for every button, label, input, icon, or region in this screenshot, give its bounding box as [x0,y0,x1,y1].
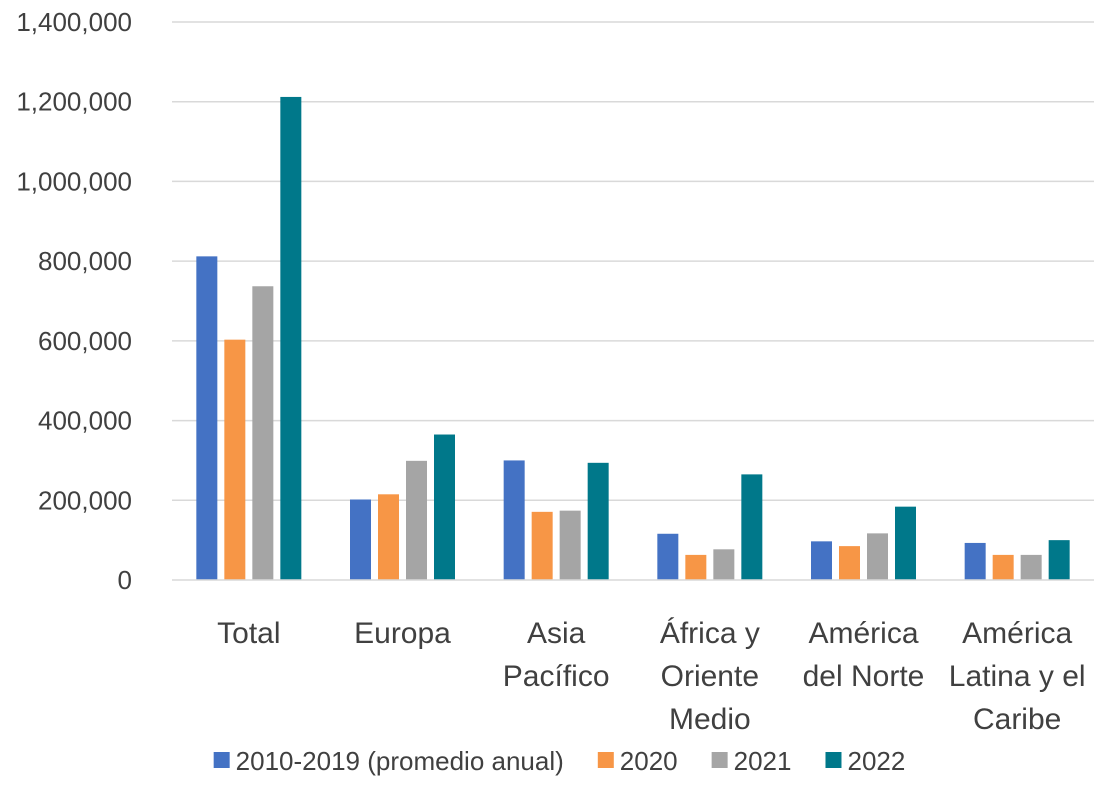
bar [657,533,679,580]
bar [811,541,832,580]
category-label: Total [217,617,280,650]
legend-swatch [213,752,230,768]
legend-label: 2022 [847,746,905,776]
bar [587,462,609,580]
y-tick-label: 800,000 [38,246,132,276]
bar [1048,540,1070,580]
y-tick-label: 1,000,000 [16,166,132,196]
bar [685,554,707,580]
bar [531,511,553,580]
bar [280,96,302,580]
legend: 2010-2019 (promedio anual) 2020 2021 2022 [213,746,905,776]
bar [964,542,986,580]
bar [713,549,735,580]
bars [196,96,1070,580]
bar [559,510,581,580]
legend-label: 2010-2019 (promedio anual) [236,746,564,776]
bar [867,533,888,580]
category-label: América Latina y el Caribe [949,617,1086,736]
y-axis-tick-labels: 0 200,000 400,000 600,000 800,000 1,000,000 1,… [16,7,132,595]
legend-swatch [711,752,728,768]
bar [741,474,763,580]
bar [503,460,525,580]
legend-swatch [597,752,614,768]
bar [378,494,399,580]
y-tick-label: 600,000 [38,326,132,356]
y-tick-label: 0 [118,565,132,595]
bar [895,506,916,580]
bar [252,286,274,580]
y-tick-label: 1,200,000 [16,87,132,117]
category-label: África y Oriente Medio [660,617,760,736]
bar [992,554,1014,580]
category-label: América del Norte [803,617,925,693]
y-tick-label: 400,000 [38,406,132,436]
category-label: Asia Pacífico [503,617,610,693]
category-label: Europa [354,617,451,650]
bar [350,499,371,580]
bar [839,546,860,580]
gridlines [172,21,1094,502]
bar [224,339,246,580]
bar [434,434,455,580]
y-tick-label: 200,000 [38,485,132,515]
legend-label: 2020 [620,746,678,776]
bar [406,460,427,580]
bar [196,256,218,580]
bar [1020,554,1042,580]
legend-label: 2021 [734,746,792,776]
x-axis-category-labels: Total Europa Asia Pacífico África y Oriente Me… [217,617,1085,736]
y-tick-label: 1,400,000 [16,7,132,37]
legend-swatch [825,752,842,768]
